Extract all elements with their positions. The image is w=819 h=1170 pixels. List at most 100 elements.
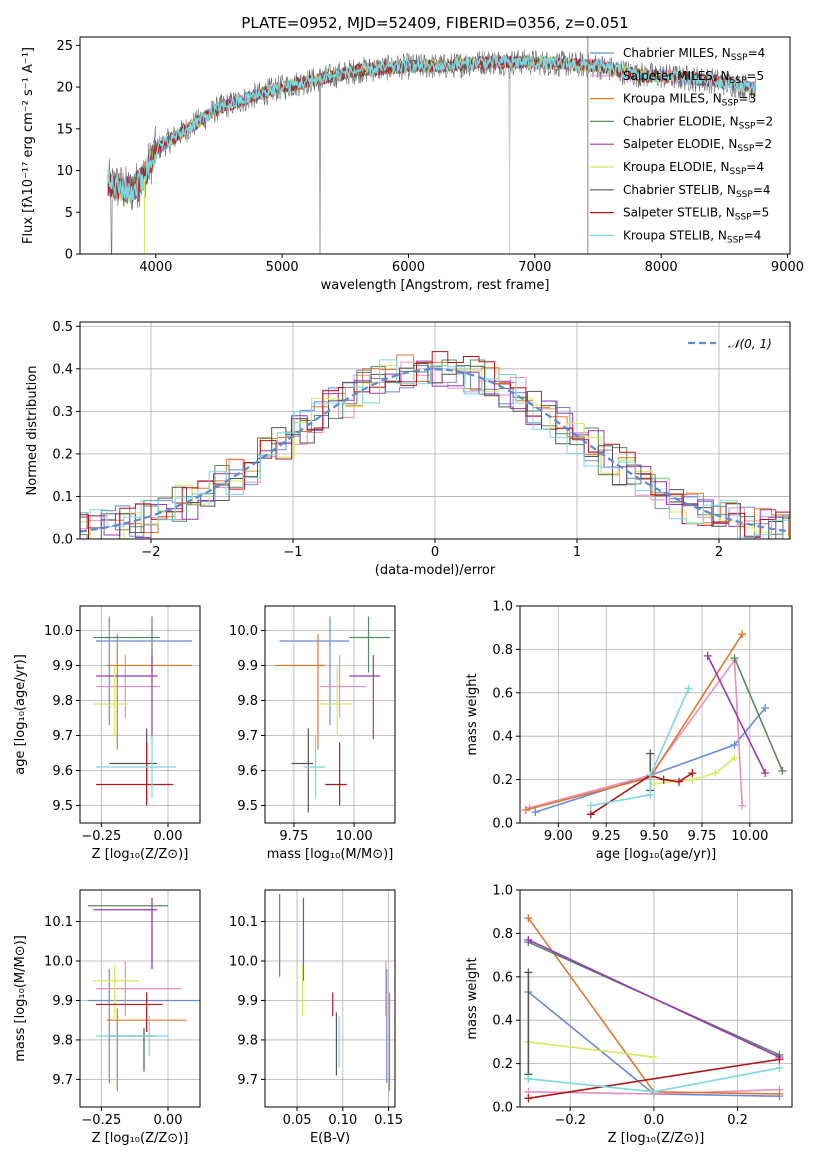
weight-marker bbox=[688, 769, 697, 778]
weight-marker bbox=[684, 684, 693, 693]
axes-frame bbox=[79, 321, 791, 540]
legend-nssp-prefix: , N bbox=[713, 69, 730, 83]
errorbars bbox=[279, 893, 391, 1092]
x-axis-label: E(B-V) bbox=[310, 1131, 350, 1146]
legend-series-name: Salpeter STELIB bbox=[623, 206, 718, 220]
axes-frame bbox=[264, 889, 396, 1108]
weight-line-4 bbox=[706, 655, 766, 774]
legend-nssp-prefix: , N bbox=[718, 206, 735, 220]
weight-marker bbox=[649, 1053, 658, 1062]
model-line-8 bbox=[107, 53, 756, 204]
x-tick-label: 9.00 bbox=[544, 829, 573, 844]
x-tick-label: 9.75 bbox=[279, 829, 308, 844]
weight-lines bbox=[524, 914, 784, 1103]
y-tick-label: 10.0 bbox=[44, 955, 73, 970]
x-tick-label: 0 bbox=[431, 545, 439, 560]
weight-marker bbox=[761, 769, 770, 778]
legend-nssp-prefix: , N bbox=[714, 46, 731, 60]
y-tick-label: 0.3 bbox=[52, 405, 73, 420]
x-tick-label: −1 bbox=[283, 545, 302, 560]
y-axis-label: mass weight bbox=[465, 957, 480, 1039]
weight-vs-metallicity-panel: −0.2 0.0 0.2 0.0 0.2 0.4 0.6 0.8 1.0 Z [log₁₀(Z/Z… bbox=[465, 884, 793, 1146]
legend-eq: = bbox=[746, 160, 756, 174]
mass-vs-ebv-panel: 0.05 0.10 0.15 9.7 9.8 9.9 10.0 10.1 E(B-V) bbox=[229, 889, 403, 1146]
x-tick-label: 9.75 bbox=[687, 829, 716, 844]
y-tick-label: 0 bbox=[65, 248, 73, 263]
legend-series-name: Salpeter MILES bbox=[623, 69, 713, 83]
legend-entry-0: Chabrier MILES, NSSP=4 bbox=[623, 46, 765, 63]
data-point-7 bbox=[96, 992, 163, 1033]
weight-vs-age-panel: 9.00 9.25 9.50 9.75 10.00 0.0 0.2 0.4 0.6 0.8 1.0 a… bbox=[465, 600, 793, 862]
data-point-7 bbox=[96, 742, 174, 806]
data-point-4 bbox=[93, 897, 158, 969]
legend-nssp-subscript: SSP bbox=[727, 235, 744, 245]
data-point-8 bbox=[303, 735, 326, 799]
legend-nssp-value: 4 bbox=[754, 228, 762, 242]
age-vs-metallicity-panel: −0.25 0.00 9.5 9.6 9.7 9.8 9.9 10.0 Z [log₁₀(Z/Z… bbox=[13, 605, 201, 862]
weight-lines bbox=[521, 630, 787, 819]
histogram-steps bbox=[80, 351, 790, 539]
y-tick-label: 9.7 bbox=[237, 1073, 258, 1088]
y-tick-label: 10 bbox=[56, 164, 73, 179]
x-tick-label: 8000 bbox=[645, 260, 678, 275]
y-tick-label: 9.7 bbox=[52, 729, 73, 744]
y-tick-label: 0.1 bbox=[52, 490, 73, 505]
data-point-1 bbox=[320, 655, 367, 718]
y-tick-label: 9.5 bbox=[52, 799, 73, 814]
mass-vs-metallicity-panel: −0.25 0.00 9.7 9.8 9.9 10.0 10.1 Z [log₁₀(Z/Z⊙)… bbox=[13, 889, 201, 1146]
legend-nssp-subscript: SSP bbox=[730, 167, 747, 177]
weight-marker bbox=[778, 766, 787, 775]
legend-nssp-value: 2 bbox=[764, 137, 772, 151]
weight-marker bbox=[711, 769, 720, 778]
weight-marker bbox=[524, 1094, 533, 1103]
legend-nssp-value: 2 bbox=[766, 114, 774, 128]
model-line-6 bbox=[107, 54, 756, 201]
x-axis-label: (data-model)/error bbox=[375, 563, 496, 578]
weight-marker bbox=[586, 810, 595, 819]
weight-marker bbox=[646, 790, 655, 799]
weight-line-1 bbox=[529, 658, 743, 809]
legend-nssp-prefix: , N bbox=[705, 92, 722, 106]
y-tick-label: 0.4 bbox=[52, 362, 73, 377]
legend-nssp-subscript: SSP bbox=[735, 213, 752, 223]
legend-entry-1: Salpeter MILES, NSSP=5 bbox=[623, 69, 764, 86]
legend-entry-4: Salpeter ELODIE, NSSP=2 bbox=[623, 137, 772, 154]
legend-entry-7: Salpeter STELIB, NSSP=5 bbox=[623, 206, 769, 223]
data-point-7 bbox=[325, 742, 347, 806]
y-tick-label: 10.0 bbox=[44, 624, 73, 639]
y-tick-label: 9.5 bbox=[237, 799, 258, 814]
legend-nssp-prefix: , N bbox=[719, 183, 736, 197]
x-tick-label: 9.25 bbox=[592, 829, 621, 844]
y-axis-label: Flux [fλ10⁻¹⁷ erg cm⁻² s⁻¹ A⁻¹] bbox=[21, 47, 36, 244]
histogram-series-4 bbox=[80, 360, 790, 539]
weight-marker bbox=[730, 753, 739, 762]
legend-nssp-value: 4 bbox=[756, 160, 764, 174]
y-tick-label: 9.9 bbox=[237, 994, 258, 1009]
spectrum-panel: 4000 5000 6000 7000 8000 90000510152025wavele… bbox=[21, 14, 804, 293]
legend-nssp-value: 5 bbox=[756, 69, 764, 83]
legend-series-name: Kroupa MILES bbox=[623, 92, 705, 106]
legend-eq: = bbox=[752, 206, 762, 220]
y-tick-label: 9.8 bbox=[237, 694, 258, 709]
weight-marker bbox=[738, 630, 747, 639]
legend-entry-2: Kroupa MILES, NSSP=3 bbox=[623, 92, 756, 109]
x-tick-label: 7000 bbox=[518, 260, 551, 275]
y-tick-label: 0.4 bbox=[492, 730, 513, 745]
data-point-8 bbox=[96, 735, 176, 799]
weight-marker bbox=[646, 771, 655, 780]
y-tick-label: 1.0 bbox=[492, 884, 513, 899]
legend-eq: = bbox=[746, 69, 756, 83]
weight-marker bbox=[586, 801, 595, 810]
legend-series-name: Kroupa ELODIE bbox=[623, 160, 713, 174]
legend-entry-5: Kroupa ELODIE, NSSP=4 bbox=[623, 160, 764, 177]
y-tick-label: 0.8 bbox=[492, 927, 513, 942]
errorbars bbox=[88, 897, 200, 1092]
x-axis-label: Z [log₁₀(Z/Z⊙)] bbox=[608, 1131, 705, 1146]
weight-marker bbox=[659, 775, 668, 784]
x-tick-label: −0.25 bbox=[81, 829, 121, 844]
legend-nssp-subscript: SSP bbox=[739, 121, 756, 131]
y-tick-label: 9.7 bbox=[52, 1073, 73, 1088]
weight-marker bbox=[730, 654, 739, 663]
x-tick-label: 10.00 bbox=[335, 829, 372, 844]
